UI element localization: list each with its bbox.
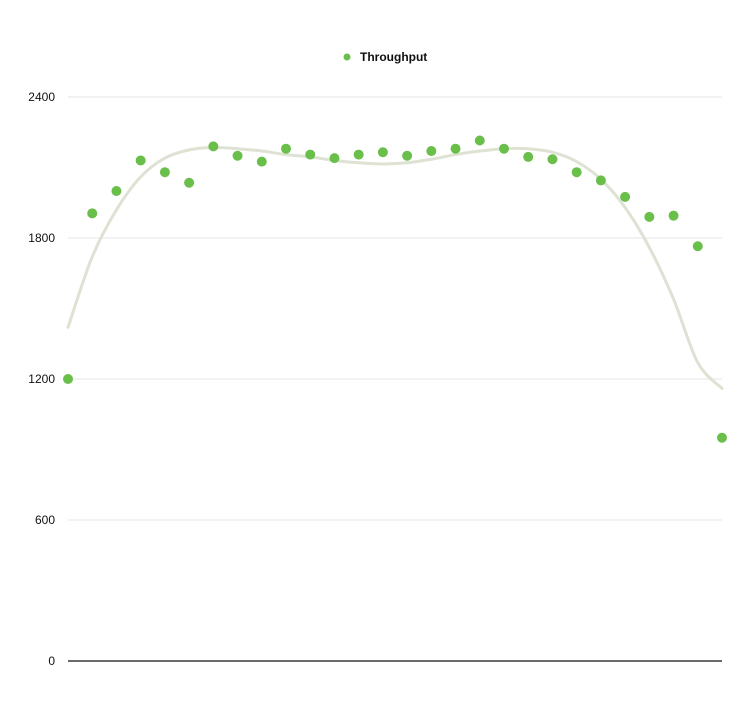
y-tick-label: 1200 xyxy=(28,372,55,386)
data-point xyxy=(450,143,461,154)
data-point xyxy=(547,154,558,165)
data-points xyxy=(63,135,727,443)
y-tick-label: 600 xyxy=(35,513,55,527)
data-point xyxy=(668,210,679,221)
legend-label: Throughput xyxy=(360,50,427,64)
y-tick-label: 0 xyxy=(48,654,55,668)
grid-lines xyxy=(68,96,722,521)
data-point xyxy=(63,374,73,384)
data-point xyxy=(402,150,413,161)
data-point xyxy=(281,143,291,154)
data-point xyxy=(329,153,340,164)
y-tick-label: 2400 xyxy=(28,90,55,104)
legend-marker xyxy=(343,53,351,61)
data-point xyxy=(232,150,243,161)
data-point xyxy=(305,149,316,160)
data-point xyxy=(620,191,631,202)
data-point xyxy=(692,241,703,252)
y-tick-label: 1800 xyxy=(28,231,55,245)
data-point xyxy=(595,175,606,186)
data-point xyxy=(571,167,582,178)
data-point xyxy=(256,156,267,167)
data-point xyxy=(111,186,122,196)
data-point xyxy=(499,143,509,154)
data-point xyxy=(87,208,98,219)
data-point xyxy=(377,147,388,158)
data-point xyxy=(717,432,727,443)
data-point xyxy=(426,146,437,157)
data-point xyxy=(523,151,534,162)
trendline-path xyxy=(66,145,724,390)
data-point xyxy=(159,167,170,178)
data-point xyxy=(208,141,219,152)
trendline xyxy=(66,145,724,390)
data-point xyxy=(474,135,485,146)
data-point xyxy=(135,155,146,166)
data-point xyxy=(644,211,655,222)
data-point xyxy=(353,149,364,160)
y-axis-tick-labels: 0 600 1200 1800 2400 xyxy=(28,90,55,668)
data-point xyxy=(184,177,195,188)
legend: Throughput xyxy=(343,50,427,64)
